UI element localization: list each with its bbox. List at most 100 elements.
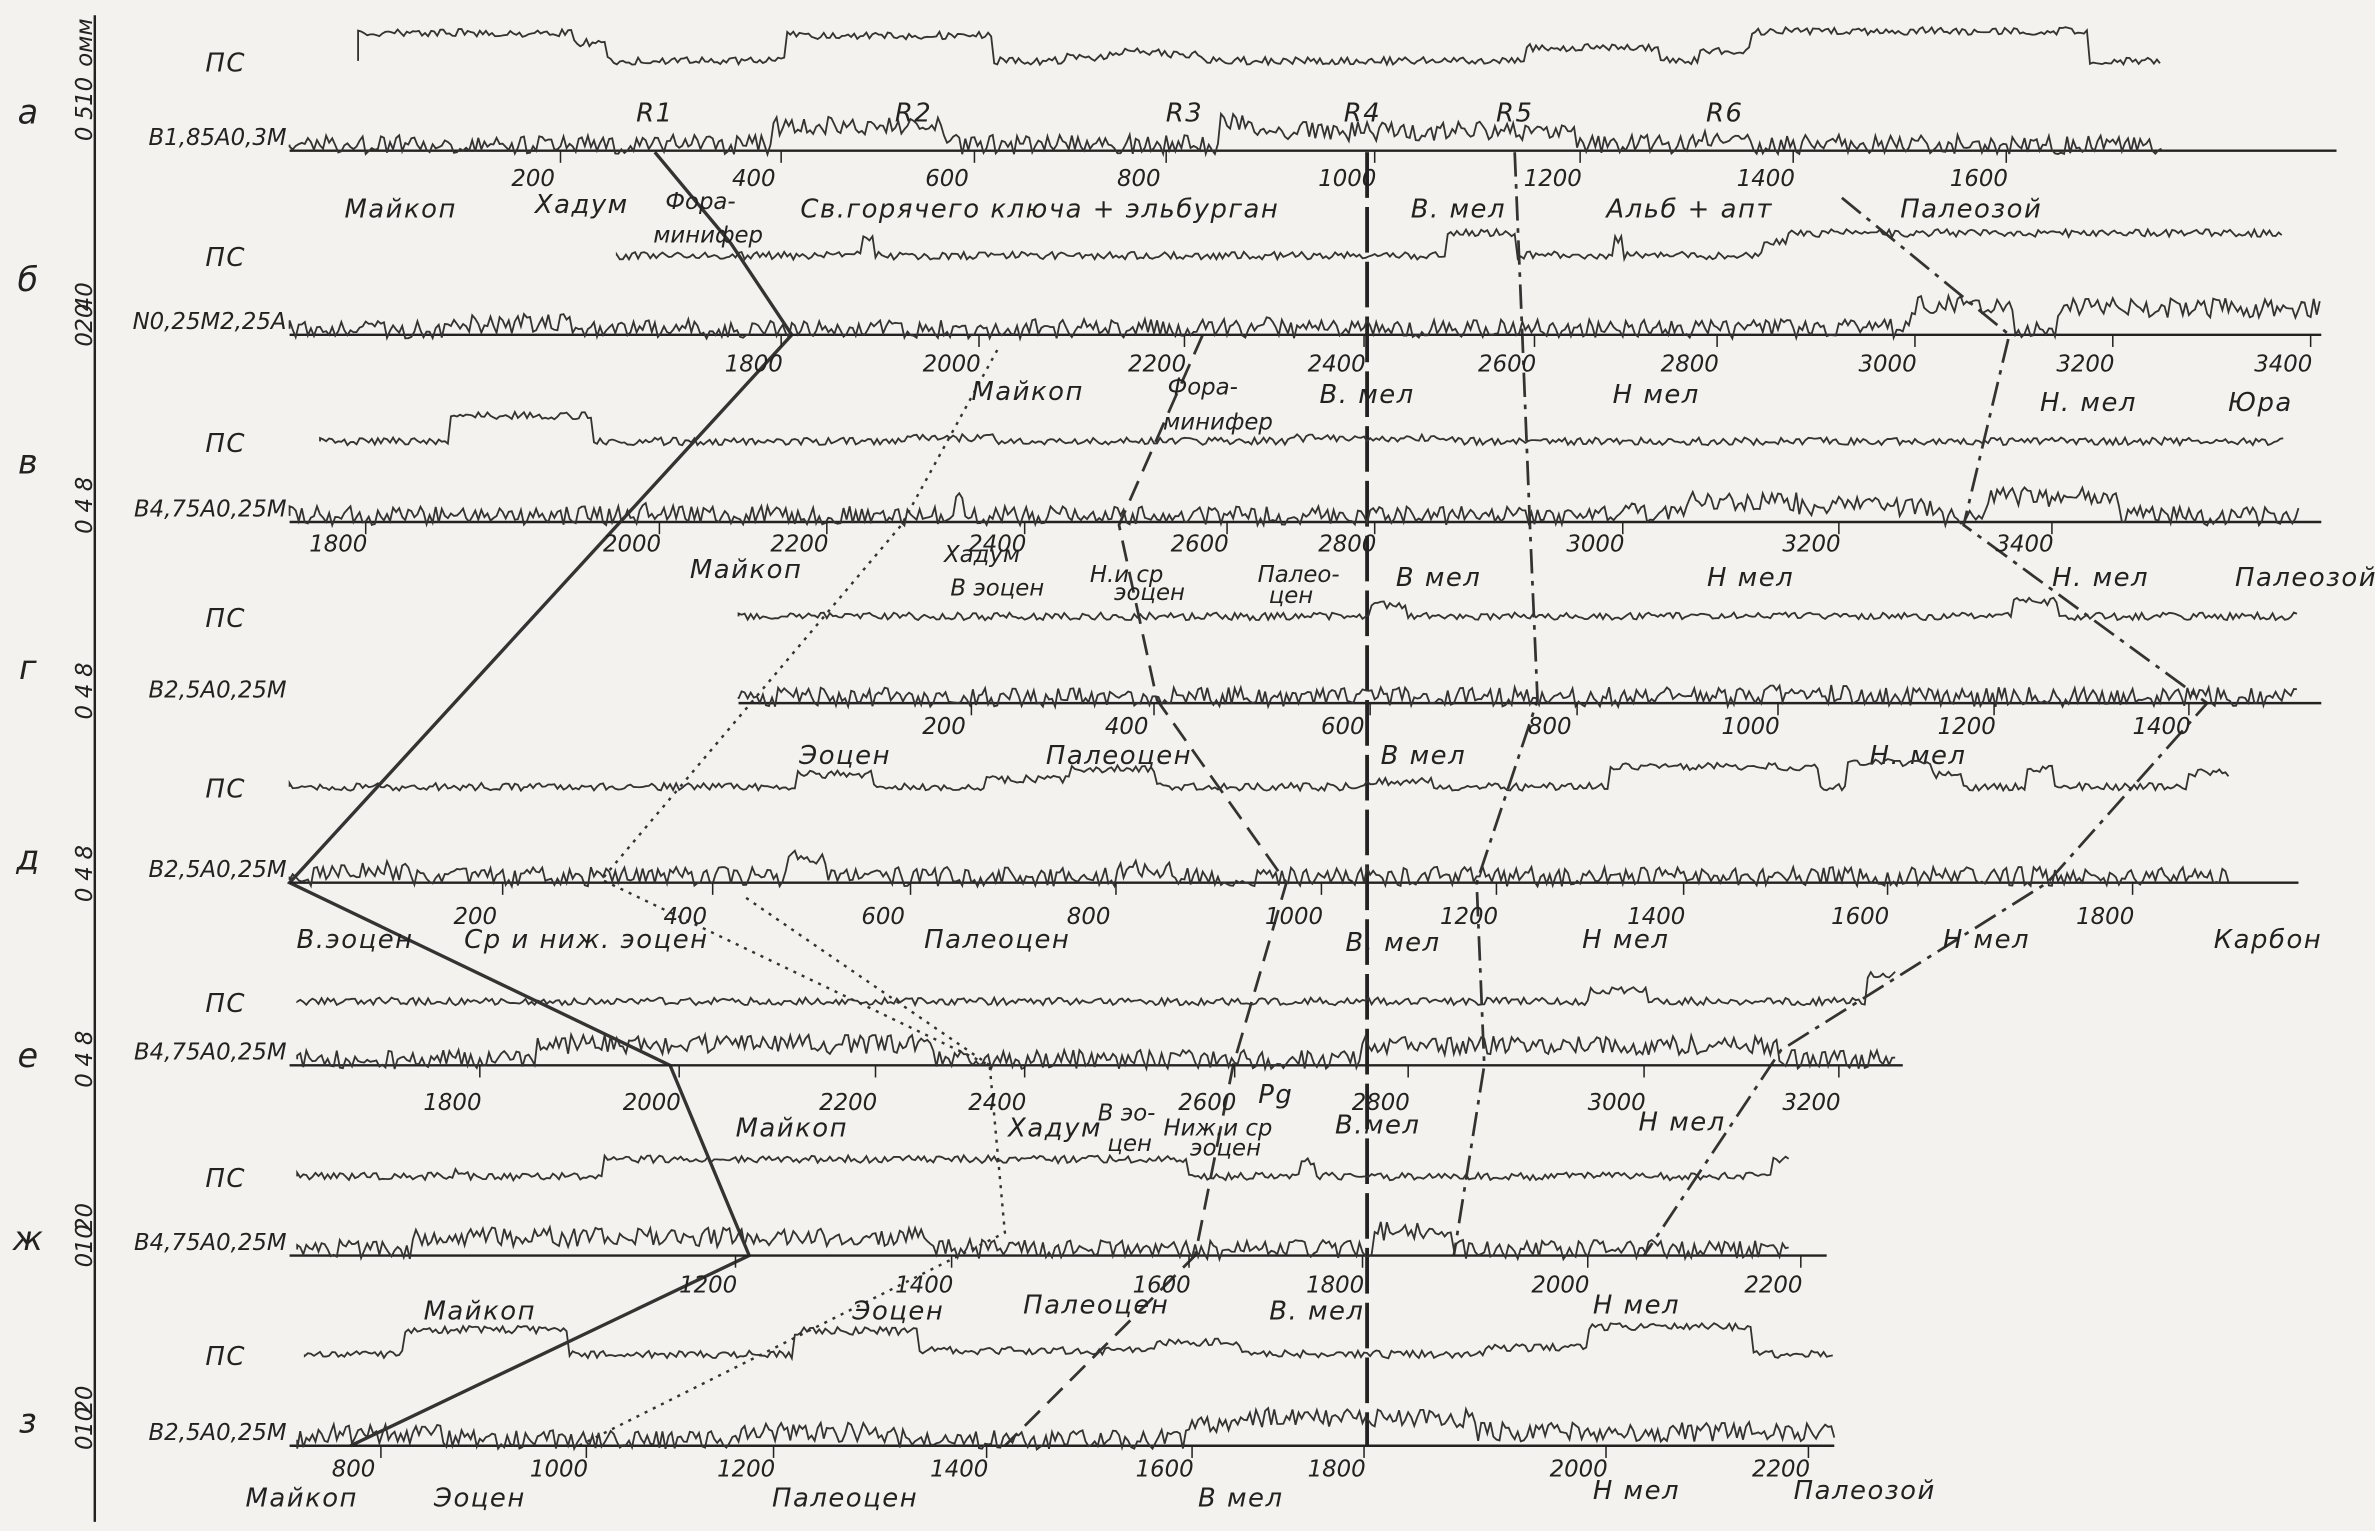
curve-label: В2,5А0,25М	[149, 857, 287, 883]
formation-label: Эоцен	[433, 1484, 526, 1514]
correlation-label: R1	[636, 99, 673, 129]
formation-label: минифер	[1163, 410, 1273, 436]
correlation-line	[286, 151, 794, 1448]
depth-label: 2400	[1308, 352, 1366, 378]
formation-label: минифер	[653, 222, 763, 248]
depth-label: 1400	[895, 1272, 953, 1298]
depth-label: 200	[511, 166, 555, 192]
sp-curve	[296, 1153, 1790, 1183]
depth-label: 600	[925, 166, 969, 192]
formation-label: Pg	[1258, 1080, 1293, 1110]
correlation-line	[578, 349, 1007, 1447]
scale-label: 20	[72, 304, 98, 333]
curve-label: ПС	[205, 604, 246, 634]
formation-label: В мел	[1396, 563, 1482, 593]
depth-label: 2400	[968, 1090, 1026, 1116]
depth-label: 2000	[1550, 1457, 1608, 1483]
depth-label: 400	[664, 904, 708, 930]
formation-label: эоцен	[1114, 580, 1185, 606]
depth-label: 1200	[1440, 904, 1498, 930]
formation-label: Н. мел	[2040, 388, 2137, 418]
formation-label: Н мел	[1613, 380, 1700, 410]
formation-label: Хадум	[533, 190, 629, 220]
depth-label: 1600	[1950, 166, 2008, 192]
formation-label: Н.и ср	[1090, 562, 1164, 588]
depth-label: 1800	[309, 531, 367, 557]
correlation-label: R3	[1166, 99, 1203, 129]
resistivity-curve	[296, 1405, 1836, 1452]
resistivity-curve	[296, 1221, 1789, 1263]
formation-label: В. мел	[1345, 928, 1440, 958]
formation-label: Майкоп	[971, 377, 1083, 407]
formation-label: Эоцен	[851, 1296, 944, 1326]
formation-label: В.мел	[1335, 1111, 1421, 1141]
curve-label: ПС	[205, 1164, 246, 1194]
panel-letter: ж	[12, 1219, 43, 1258]
depth-label: 2600	[1178, 1090, 1236, 1116]
curve-label: В4,75А0,25М	[134, 496, 287, 522]
formation-label: Н мел	[1593, 1476, 1680, 1506]
formation-label: Эоцен	[798, 741, 891, 771]
sp-curve	[296, 970, 1896, 1008]
formation-label: Палеоцен	[924, 925, 1070, 955]
curve-label: N0,25М2,25А	[133, 309, 287, 335]
correlation-label: R6	[1706, 99, 1743, 129]
depth-label: 600	[861, 904, 905, 930]
depth-label: 1400	[1737, 166, 1795, 192]
depth-label: 2200	[1128, 352, 1186, 378]
formation-label: Палео-	[1258, 562, 1340, 588]
scale-label: 20	[72, 1386, 98, 1415]
curve-label: ПС	[205, 429, 246, 459]
depth-label: 3200	[1782, 1090, 1840, 1116]
depth-label: 1800	[2076, 904, 2134, 930]
scale-label: 0	[72, 519, 98, 534]
formation-label: Майкоп	[690, 555, 802, 585]
depth-label: 1800	[423, 1090, 481, 1116]
curve-label: В1,85А0,3М	[149, 125, 287, 151]
formation-label: В эоцен	[950, 575, 1044, 601]
formation-label: цен	[1107, 1131, 1152, 1157]
formation-label: Фора-	[1168, 375, 1238, 401]
scale-label: 8	[72, 1031, 98, 1046]
depth-label: 2200	[770, 531, 828, 557]
depth-label: 2000	[923, 352, 981, 378]
depth-label: 1200	[1938, 714, 1996, 740]
formation-label: Майкоп	[424, 1296, 536, 1326]
depth-label: 800	[332, 1457, 376, 1483]
scale-label: 0	[72, 1435, 98, 1450]
depth-label: 800	[1528, 714, 1572, 740]
depth-label: 2200	[1744, 1272, 1802, 1298]
formation-label: В. мел	[1411, 195, 1506, 225]
depth-label: 1200	[717, 1457, 775, 1483]
scale-label: 4	[72, 866, 98, 881]
sp-curve	[303, 1321, 1833, 1362]
panel-letter: г	[19, 648, 37, 687]
depth-label: 200	[453, 904, 497, 930]
formation-label: Ср и ниж. эоцен	[464, 925, 708, 955]
depth-label: 2800	[1318, 531, 1376, 557]
formation-label: Фора-	[665, 189, 735, 215]
curve-label: В2,5А0,25М	[149, 677, 287, 703]
formation-label: В.эоцен	[297, 925, 414, 955]
depth-label: 1400	[930, 1457, 988, 1483]
curve-label: ПС	[205, 989, 246, 1019]
scale-label: 0	[72, 127, 98, 142]
formation-label: Н мел	[1582, 925, 1669, 955]
resistivity-curve	[288, 292, 2321, 342]
resistivity-curve	[288, 111, 2162, 158]
panel-letter: в	[18, 443, 38, 482]
scale-label: 20	[72, 1203, 98, 1232]
scale-label: 0	[72, 705, 98, 720]
depth-label: 400	[1105, 714, 1149, 740]
scale-label: 8	[72, 477, 98, 492]
resistivity-curve	[737, 683, 2298, 710]
panel-letter: е	[18, 1036, 39, 1075]
depth-label: 1400	[1627, 904, 1685, 930]
depth-label: 1400	[2132, 714, 2190, 740]
resistivity-curve	[288, 849, 2230, 890]
curve-label: ПС	[205, 774, 246, 804]
formation-label: Н мел	[1593, 1290, 1680, 1320]
depth-label: 1200	[1524, 166, 1582, 192]
depth-label: 1600	[1831, 904, 1889, 930]
